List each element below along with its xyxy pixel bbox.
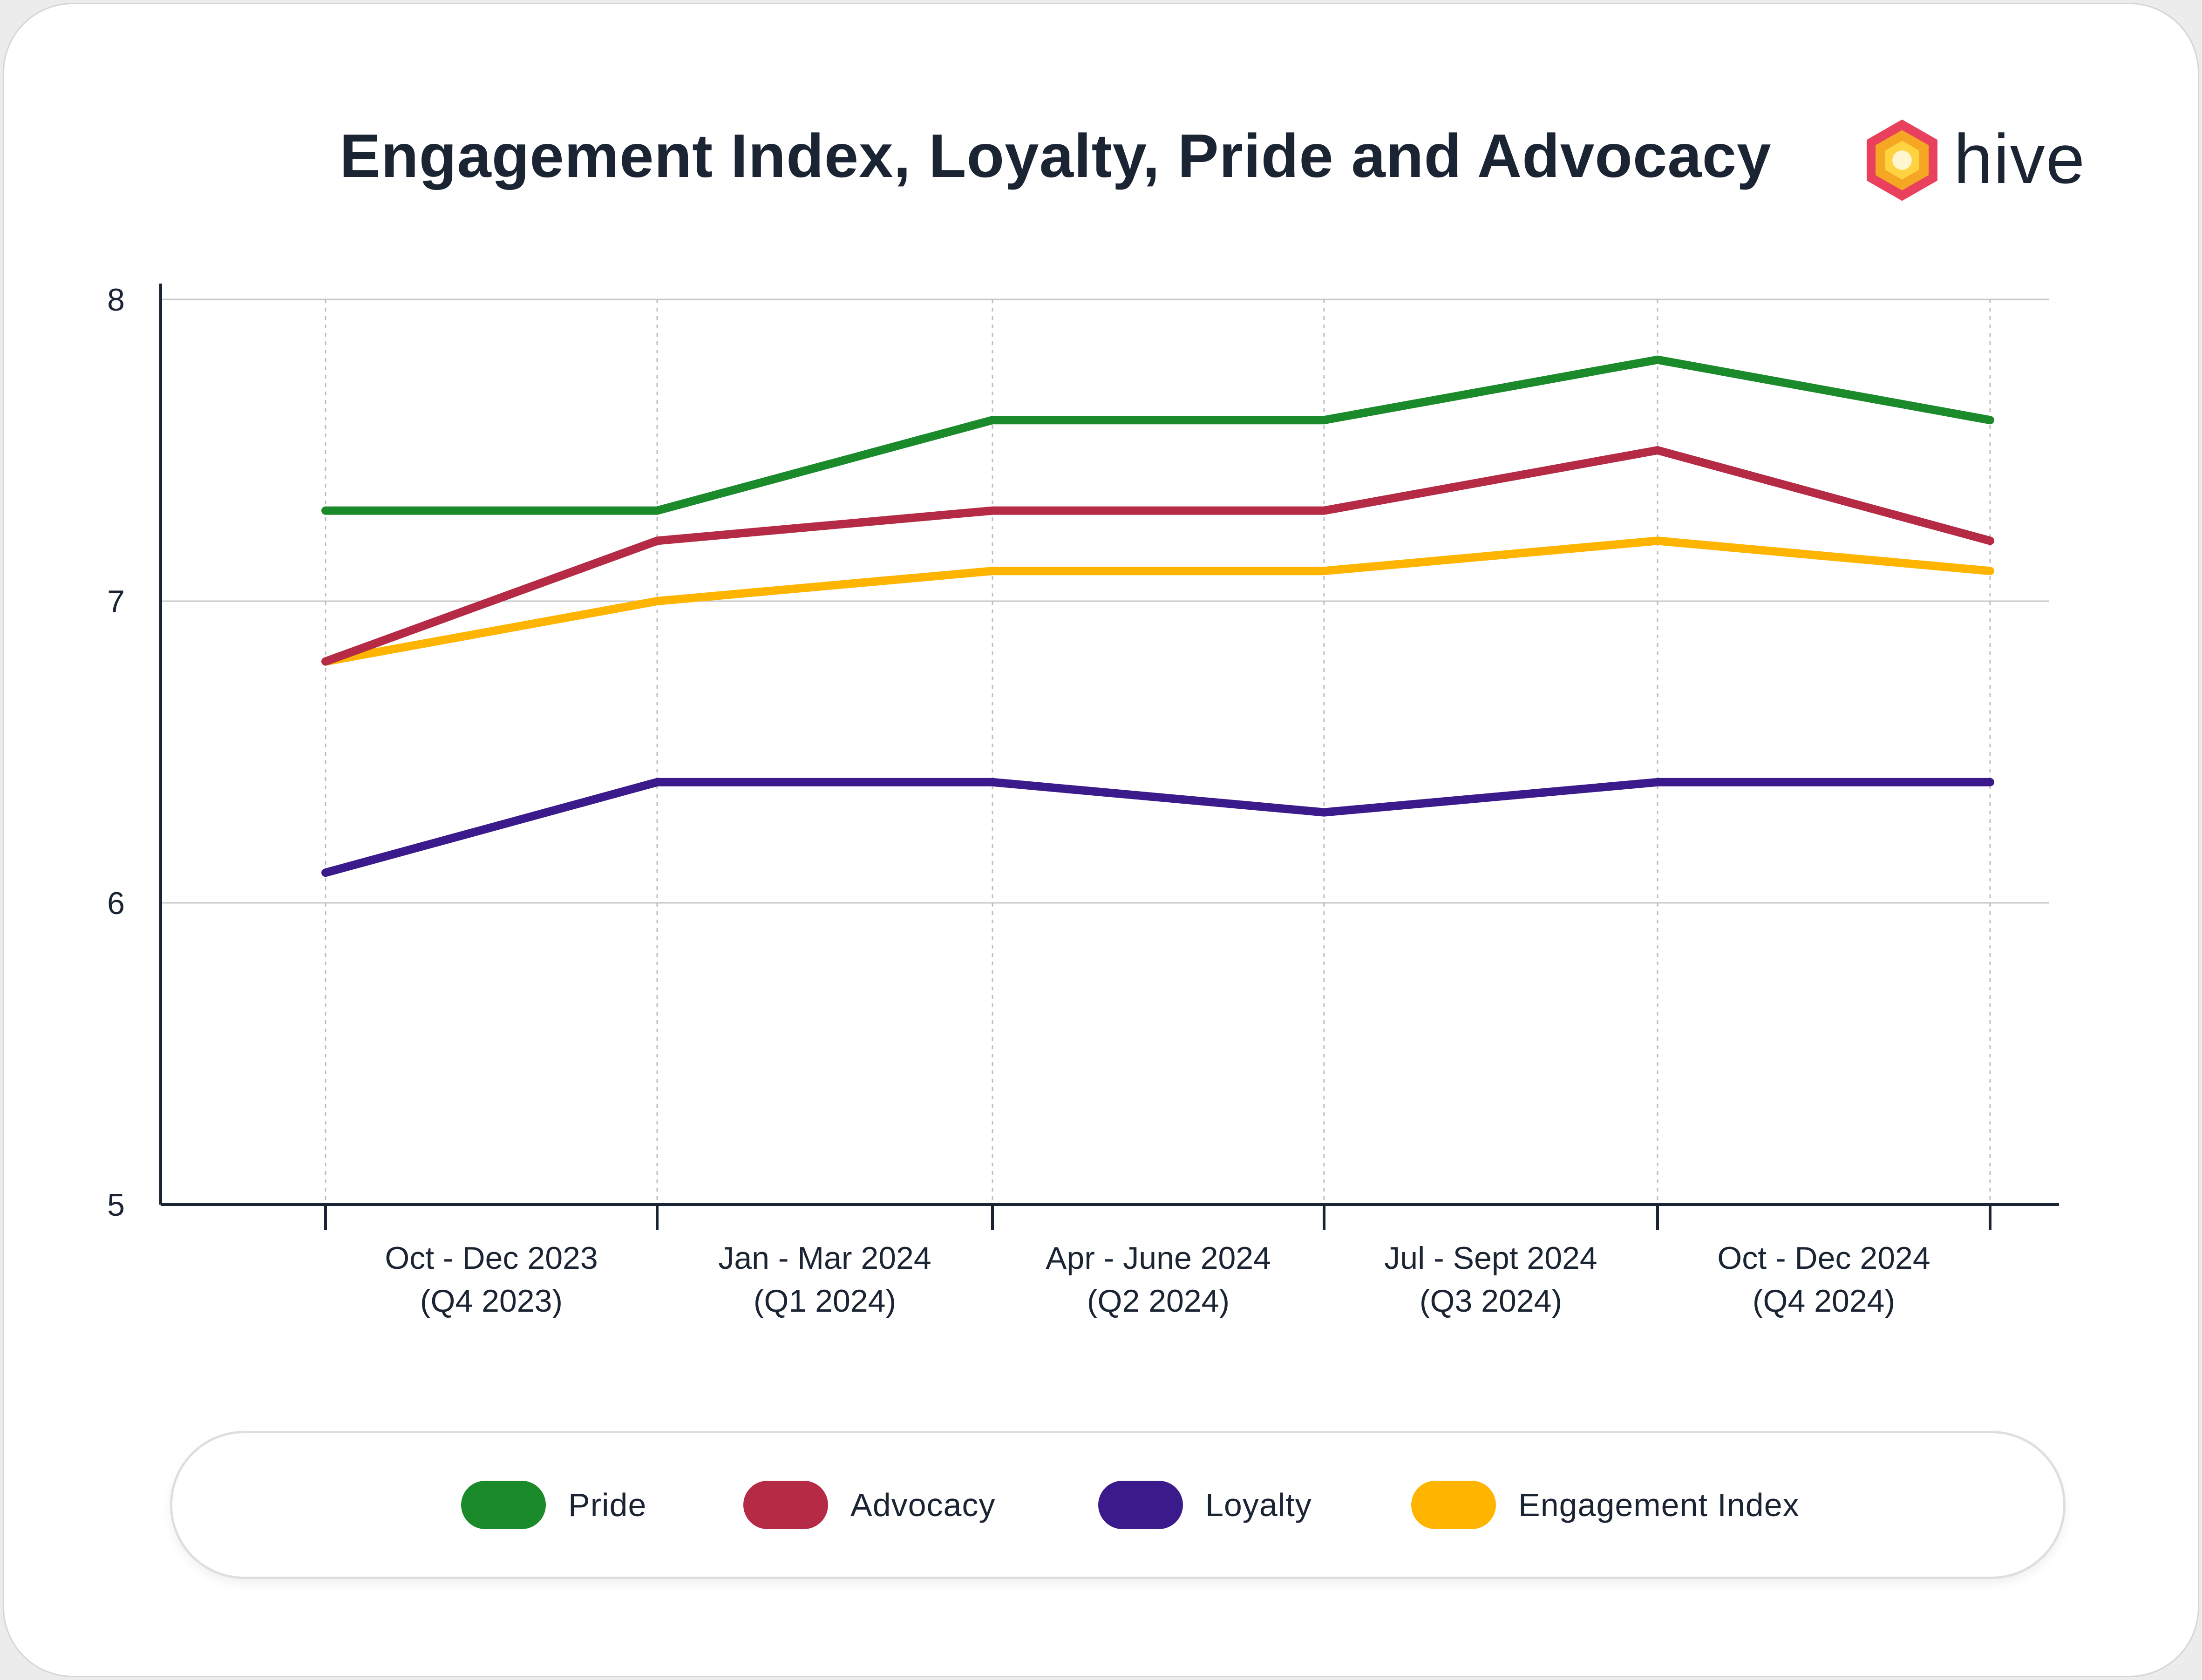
data-point-advocacy-5: [1990, 540, 1991, 542]
x-tick-label-3-0: Jul - Sept 2024: [1384, 1240, 1597, 1276]
legend-item-advocacy: Advocacy: [743, 1433, 995, 1577]
series-line-engagement-index: [321, 536, 1994, 666]
x-tick-label-0-1: (Q4 2023): [420, 1283, 563, 1319]
series-line-loyalty: [321, 778, 1994, 877]
legend-swatch-advocacy: [743, 1481, 828, 1529]
hive-logo-text: hive: [1954, 119, 2086, 198]
x-tick-label-2-0: Apr - June 2024: [1046, 1240, 1271, 1276]
x-tick-label-1-0: Jan - Mar 2024: [718, 1240, 931, 1276]
legend-label-advocacy: Advocacy: [850, 1487, 996, 1523]
chart-card: Engagement Index, Loyalty, Pride and Adv…: [3, 3, 2199, 1677]
data-point-advocacy-4: [1657, 450, 1658, 451]
y-tick-label-5: 5: [107, 1187, 125, 1223]
data-point-pride-1: [657, 510, 658, 511]
legend-item-engagement-index: Engagement Index: [1411, 1433, 1800, 1577]
legend-label-loyalty: Loyalty: [1205, 1487, 1312, 1523]
y-tick-label-6: 6: [107, 886, 125, 921]
data-point-loyalty-3: [1324, 812, 1325, 813]
data-point-loyalty-1: [657, 781, 658, 783]
data-point-loyalty-4: [1657, 781, 1658, 783]
x-tick-label-4-1: (Q4 2024): [1753, 1283, 1895, 1319]
legend-item-loyalty: Loyalty: [1098, 1433, 1312, 1577]
data-point-pride-0: [325, 510, 326, 511]
hive-hexagon-icon: [1867, 119, 1937, 201]
x-tick-label-1-1: (Q1 2024): [754, 1283, 896, 1319]
x-tick-label-2-1: (Q2 2024): [1087, 1283, 1230, 1319]
y-tick-label-7: 7: [107, 584, 125, 619]
series-line-pride: [321, 355, 1994, 515]
legend-swatch-loyalty: [1098, 1481, 1183, 1529]
y-tick-label-8: 8: [107, 282, 125, 318]
data-point-engagement-index-2: [992, 570, 993, 572]
legend-item-pride: Pride: [461, 1433, 646, 1577]
data-point-advocacy-2: [992, 510, 993, 511]
data-point-loyalty-0: [325, 872, 326, 874]
data-point-engagement-index-3: [1324, 570, 1325, 572]
legend-label-engagement-index: Engagement Index: [1518, 1487, 1800, 1523]
data-point-advocacy-3: [1324, 510, 1325, 511]
data-point-engagement-index-5: [1990, 570, 1991, 572]
data-point-loyalty-2: [992, 781, 993, 783]
legend-label-pride: Pride: [568, 1487, 647, 1523]
x-tick-label-4-0: Oct - Dec 2024: [1717, 1240, 1930, 1276]
chart-legend: Pride Advocacy Loyalty Engagement Index: [170, 1431, 2066, 1579]
data-point-engagement-index-4: [1657, 540, 1658, 542]
data-point-engagement-index-1: [657, 601, 658, 602]
line-chart: 5 6 7 8 Oct - Dec 2023 (Q4 2023) Jan - Mar 202…: [107, 282, 2059, 1319]
x-tick-label-0-0: Oct - Dec 2023: [385, 1240, 598, 1276]
data-point-advocacy-1: [657, 540, 658, 542]
chart-title: Engagement Index, Loyalty, Pride and Adv…: [340, 122, 1772, 190]
legend-swatch-pride: [461, 1481, 546, 1529]
legend-swatch-engagement-index: [1411, 1481, 1496, 1529]
x-tick-label-3-1: (Q3 2024): [1420, 1283, 1562, 1319]
hive-logo: hive: [1858, 116, 2086, 204]
series-line-advocacy: [321, 446, 1994, 666]
data-point-pride-4: [1657, 359, 1658, 360]
data-point-loyalty-5: [1990, 781, 1991, 783]
data-point-advocacy-0: [325, 661, 326, 662]
